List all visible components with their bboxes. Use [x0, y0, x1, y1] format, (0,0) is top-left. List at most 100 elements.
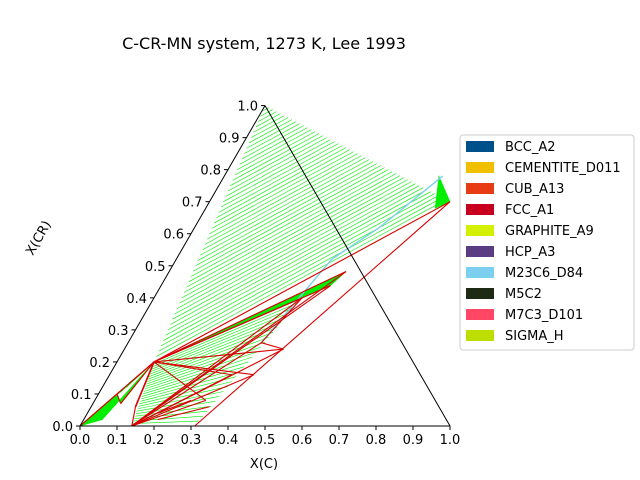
plot-area: [79, 105, 451, 427]
phase-boundary: [153, 361, 232, 376]
tie-line: [260, 109, 273, 117]
tie-line: [220, 143, 339, 208]
x-axis-label: X(C): [250, 457, 278, 472]
tie-line: [234, 131, 316, 176]
chart-title: C-CR-MN system, 1273 K, Lee 1993: [122, 34, 406, 53]
x-tick-label: 0.9: [403, 433, 424, 448]
tie-line: [195, 165, 381, 267]
tie-line: [246, 121, 296, 149]
tie-line: [139, 381, 232, 405]
x-tick-label: 0.3: [181, 433, 202, 448]
tie-line: [167, 189, 428, 331]
phase-boundary: [153, 361, 207, 401]
tie-line: [163, 193, 435, 341]
tie-line: [250, 117, 289, 138]
legend-swatch: [466, 309, 494, 320]
phase-boundary: [131, 399, 206, 427]
tie-line: [186, 173, 397, 288]
y-tick-label: 0.7: [182, 196, 203, 211]
phase-boundary: [153, 348, 284, 363]
tie-line: [225, 139, 331, 197]
tie-line: [188, 171, 393, 283]
legend-label: FCC_A1: [505, 203, 554, 218]
x-tick-label: 0.5: [255, 433, 276, 448]
y-tick-label: 0.6: [163, 228, 184, 243]
tie-line: [149, 322, 282, 375]
x-tick-label: 0.8: [366, 433, 387, 448]
tie-line: [160, 195, 439, 347]
tie-line: [253, 115, 285, 133]
tie-line: [232, 133, 320, 181]
tie-line: [172, 185, 420, 320]
tie-line: [207, 155, 362, 240]
legend-label: GRAPHITE_A9: [505, 224, 594, 239]
tie-line: [165, 191, 431, 336]
tie-line: [174, 183, 416, 315]
phase-boundary: [131, 297, 303, 427]
tie-line: [216, 147, 347, 218]
tie-line: [158, 197, 443, 352]
legend-label: SIGMA_H: [505, 329, 564, 344]
tie-line: [241, 125, 304, 160]
tie-line: [200, 161, 374, 256]
y-tick-label: 0.1: [71, 388, 92, 403]
phase-boundary: [131, 271, 347, 427]
y-axis: 0.0 0.1 0.2 0.3 0.4 0.5 0.6 0.7 0.8 0.9 1.0: [52, 100, 265, 435]
tie-line: [230, 135, 323, 186]
legend-label: M5C2: [505, 287, 542, 302]
x-tick-label: 0.2: [144, 433, 165, 448]
legend-swatch: [466, 288, 494, 299]
legend-frame: [459, 134, 635, 351]
x-tick-label: 0.0: [70, 433, 91, 448]
tie-line: [209, 153, 358, 235]
tie-line: [255, 113, 281, 128]
tie-line: [136, 396, 220, 412]
legend-swatch: [466, 141, 494, 152]
tie-line: [146, 341, 265, 385]
y-tick-label: 1.0: [237, 100, 258, 115]
phase-boundary-layer: [79, 175, 451, 427]
tie-line: [262, 107, 269, 112]
tie-line: [244, 123, 300, 154]
y-tick-label: 0.0: [52, 420, 73, 435]
legend-label: HCP_A3: [505, 245, 555, 260]
legend-label: M7C3_D101: [505, 308, 583, 323]
tie-line: [257, 111, 277, 122]
tie-line: [239, 127, 308, 165]
tie-line: [137, 391, 224, 410]
tie-line: [227, 137, 327, 192]
tie-line: [153, 302, 298, 365]
tie-line: [156, 199, 447, 357]
legend-swatch: [466, 225, 494, 236]
x-tick-label: 0.7: [329, 433, 350, 448]
tie-line: [132, 420, 199, 424]
legend-label: CUB_A13: [505, 182, 564, 197]
tie-line: [211, 151, 354, 229]
tie-line: [237, 129, 312, 170]
legend-swatch: [466, 330, 494, 341]
phase-boundary: [194, 201, 451, 427]
phase-boundary: [79, 393, 118, 427]
phase-boundary: [153, 201, 451, 363]
x-tick-label: 0.6: [292, 433, 313, 448]
tie-line: [147, 336, 270, 382]
phase-boundary: [120, 361, 155, 404]
legend-label: BCC_A2: [505, 140, 556, 155]
phase-boundary: [261, 342, 284, 350]
legend-swatch: [466, 162, 494, 173]
phase-boundary: [153, 297, 303, 363]
phase-boundary: [153, 271, 347, 363]
y-tick-label: 0.5: [145, 260, 166, 275]
y-tick-label: 0.4: [126, 292, 147, 307]
tie-line: [143, 356, 253, 392]
x-tick-label: 0.1: [107, 433, 128, 448]
right-edge-line: [264, 105, 451, 427]
tie-line: [202, 159, 370, 251]
tie-line: [147, 332, 274, 380]
tie-line: [181, 177, 404, 299]
m23c6-phase-edge: [260, 175, 444, 344]
tie-line: [218, 145, 343, 213]
phase-boundary: [157, 406, 210, 421]
legend-swatch: [466, 204, 494, 215]
y-tick-label: 0.2: [89, 356, 110, 371]
